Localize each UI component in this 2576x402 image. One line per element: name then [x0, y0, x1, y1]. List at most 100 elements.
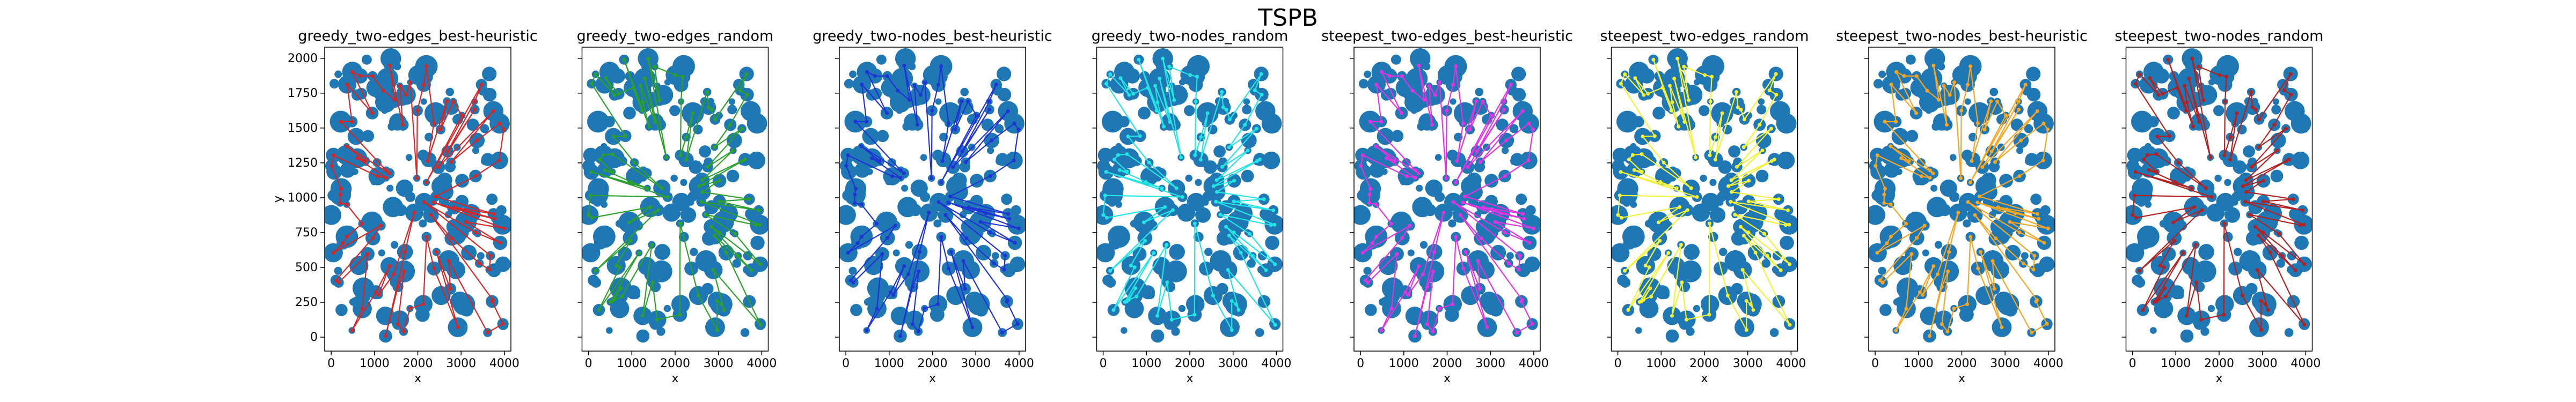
scatter-point	[1381, 168, 1388, 175]
scatter-point	[343, 73, 353, 83]
tour-node	[1451, 302, 1455, 307]
scatter-point	[1994, 106, 2002, 114]
tour-node	[1374, 235, 1378, 239]
tour-node	[678, 153, 683, 158]
tour-node	[497, 121, 502, 125]
tour-node	[588, 193, 592, 198]
tour-node	[432, 266, 436, 271]
tour-node	[1882, 192, 1886, 197]
tour-node	[1747, 178, 1751, 183]
tour-node	[1169, 317, 1174, 322]
x-tick-label: 2000	[1689, 357, 1719, 370]
tour-node	[1380, 70, 1384, 74]
tour-node	[1387, 74, 1392, 78]
tour-node	[865, 328, 869, 332]
tour-node	[612, 93, 617, 97]
scatter-point	[361, 54, 372, 65]
tour-node	[908, 98, 912, 102]
tour-node	[715, 328, 719, 332]
tour-node	[704, 213, 708, 217]
tour-node	[1642, 93, 1646, 97]
scatter-point	[472, 147, 480, 154]
tour-node	[2204, 186, 2208, 190]
tour-node	[345, 144, 349, 148]
tour-node	[1125, 152, 1129, 157]
tour-node	[445, 150, 450, 154]
tour-node	[718, 178, 722, 183]
tour-node	[1250, 254, 1255, 258]
tour-node	[657, 98, 662, 102]
scatter-point	[1410, 107, 1417, 114]
scatter-point	[405, 154, 413, 161]
tour-node	[912, 84, 917, 88]
tour-node	[488, 254, 493, 258]
tour-node	[994, 83, 998, 87]
tour-node	[597, 308, 601, 312]
scatter-point	[732, 259, 741, 268]
tour-node	[1682, 64, 1686, 69]
tour-node	[1708, 153, 1712, 158]
scatter-point	[362, 130, 375, 143]
tour-node	[1786, 208, 1790, 212]
tour-node	[1992, 287, 1996, 291]
tour-node	[445, 99, 449, 103]
tour-node	[1875, 153, 1879, 158]
tour-node	[1007, 217, 1012, 221]
tour-node	[1996, 205, 2000, 210]
scatter-point	[1612, 159, 1625, 173]
tour-node	[1679, 243, 1683, 247]
tour-node	[1198, 158, 1203, 162]
tour-node	[1978, 250, 1982, 254]
scatter-point	[1964, 98, 1971, 105]
tour-node	[1015, 322, 1020, 326]
tour-node	[486, 330, 490, 334]
tour-node	[992, 261, 996, 265]
tour-node	[387, 264, 392, 269]
tour-node	[1410, 88, 1415, 93]
x-tick-label: 0	[2129, 357, 2136, 370]
tour-node	[2257, 117, 2261, 122]
scatter-point	[1981, 172, 1996, 188]
x-tick-label: 3000	[961, 357, 991, 370]
scatter-point	[986, 147, 994, 154]
scatter-point	[2270, 132, 2286, 148]
scatter-point	[876, 130, 889, 143]
tour-node	[1481, 100, 1485, 104]
tour-node	[464, 220, 468, 224]
tour-node	[923, 80, 927, 85]
tour-node	[594, 269, 598, 273]
scatter-point	[1757, 105, 1767, 115]
tour-node	[2222, 221, 2226, 226]
tour-node	[1360, 251, 1365, 255]
tour-node	[1735, 165, 1739, 169]
tour-node	[1259, 72, 1263, 76]
tour-node	[384, 168, 388, 173]
tour-node	[1931, 264, 1936, 269]
tour-node	[948, 195, 952, 199]
tour-node	[1899, 156, 1904, 160]
tour-node	[2155, 134, 2160, 138]
tour-node	[2287, 157, 2291, 161]
scatter-point	[920, 154, 927, 161]
tour-node	[1271, 208, 1276, 212]
tour-node	[643, 77, 647, 81]
scatter-point	[2167, 107, 2180, 120]
scatter-point	[1363, 266, 1372, 275]
tour-node	[2184, 108, 2188, 113]
scatter-point	[393, 63, 401, 71]
scatter-point	[1949, 191, 1960, 202]
tour-node	[679, 99, 683, 103]
x-tick-label: 2000	[1432, 357, 1462, 370]
tour-node	[1461, 266, 1466, 271]
tour-node	[696, 293, 700, 297]
tour-node	[1160, 186, 1164, 190]
tour-node	[1506, 261, 1511, 265]
tour-node	[479, 83, 484, 87]
tour-node	[1619, 170, 1623, 174]
tour-node	[1643, 263, 1648, 267]
tour-node	[1677, 124, 1681, 129]
tour-node	[1118, 76, 1123, 80]
tour-node	[1104, 215, 1109, 220]
tour-node	[1143, 239, 1147, 243]
y-tick-label: 1500	[288, 122, 318, 135]
